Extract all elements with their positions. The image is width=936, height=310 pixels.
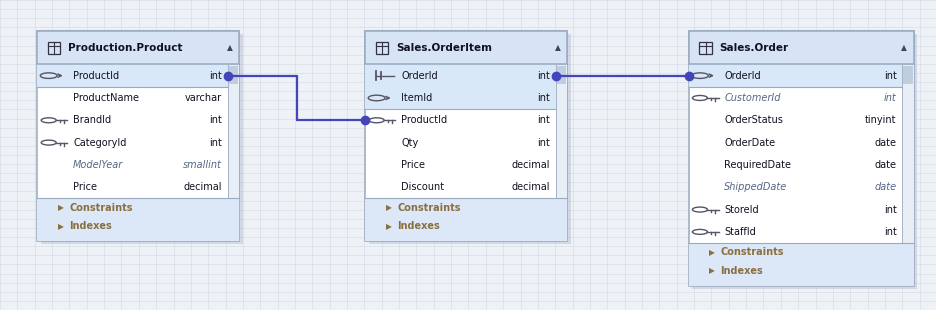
Text: int: int [883,93,896,103]
Text: date: date [874,160,896,170]
Text: ▲: ▲ [554,43,560,52]
Text: Constraints: Constraints [720,247,783,257]
Text: int: int [883,71,896,81]
Text: Indexes: Indexes [69,221,112,231]
Text: Constraints: Constraints [69,203,133,213]
Text: Production.Product: Production.Product [68,43,183,53]
Text: Indexes: Indexes [397,221,440,231]
Text: Qty: Qty [401,138,417,148]
Text: smallint: smallint [183,160,222,170]
Text: date: date [874,138,896,148]
Bar [365,31,566,64]
Text: ▲: ▲ [900,43,906,52]
Bar [688,280,913,286]
Text: ▶: ▶ [386,203,391,212]
Bar [228,66,238,84]
Text: RequiredDate: RequiredDate [724,160,791,170]
Text: OrderStatus: OrderStatus [724,115,782,125]
Text: Price: Price [73,182,97,192]
Bar [37,236,239,241]
Text: ▶: ▶ [709,266,714,276]
Text: ▶: ▶ [58,203,64,212]
Bar [227,64,239,198]
Text: tinyint: tinyint [864,115,896,125]
Text: ProductId: ProductId [401,115,446,125]
Bar [37,198,239,236]
Text: ▶: ▶ [386,222,391,231]
Bar [698,42,711,54]
Bar [901,64,913,243]
Text: date: date [873,182,896,192]
Bar [48,42,60,54]
Bar [365,236,566,241]
Bar [688,64,901,87]
Bar [556,66,565,84]
Text: ShippedDate: ShippedDate [724,182,787,192]
Text: int: int [209,71,222,81]
Text: int: int [883,205,896,215]
Bar [37,31,239,241]
Text: CategoryId: CategoryId [73,138,126,148]
Bar [365,64,555,87]
Bar [369,34,570,244]
Text: ItemId: ItemId [401,93,431,103]
Text: decimal: decimal [183,182,222,192]
Text: int: int [536,115,549,125]
Bar [688,31,913,64]
Text: StaffId: StaffId [724,227,755,237]
Text: ▶: ▶ [709,248,714,257]
Text: int: int [209,115,222,125]
Text: Discount: Discount [401,182,444,192]
Text: ProductName: ProductName [73,93,139,103]
Text: int: int [536,93,549,103]
Text: decimal: decimal [511,160,549,170]
Text: Indexes: Indexes [720,266,763,276]
Bar [365,198,566,236]
Text: OrderDate: OrderDate [724,138,775,148]
Bar [375,42,388,54]
Text: ProductId: ProductId [73,71,119,81]
Text: Price: Price [401,160,425,170]
Text: ▲: ▲ [227,43,232,52]
Bar [37,64,227,87]
Text: varchar: varchar [184,93,222,103]
Bar [41,34,242,244]
Text: StoreId: StoreId [724,205,758,215]
Text: Sales.Order: Sales.Order [719,43,788,53]
Text: decimal: decimal [511,182,549,192]
Bar [902,66,912,84]
Bar [688,31,913,286]
Text: BrandId: BrandId [73,115,111,125]
Text: OrderId: OrderId [724,71,760,81]
Bar [555,64,566,198]
Text: int: int [536,138,549,148]
Text: ModelYear: ModelYear [73,160,124,170]
Text: Constraints: Constraints [397,203,461,213]
Text: int: int [883,227,896,237]
Text: Sales.OrderItem: Sales.OrderItem [396,43,491,53]
Text: CustomerId: CustomerId [724,93,780,103]
Bar [365,31,566,241]
Bar [692,34,916,289]
Text: ▶: ▶ [58,222,64,231]
Text: int: int [209,138,222,148]
Bar [365,87,555,109]
Bar [37,31,239,64]
Text: int: int [536,71,549,81]
Bar [688,243,913,280]
Text: OrderId: OrderId [401,71,437,81]
